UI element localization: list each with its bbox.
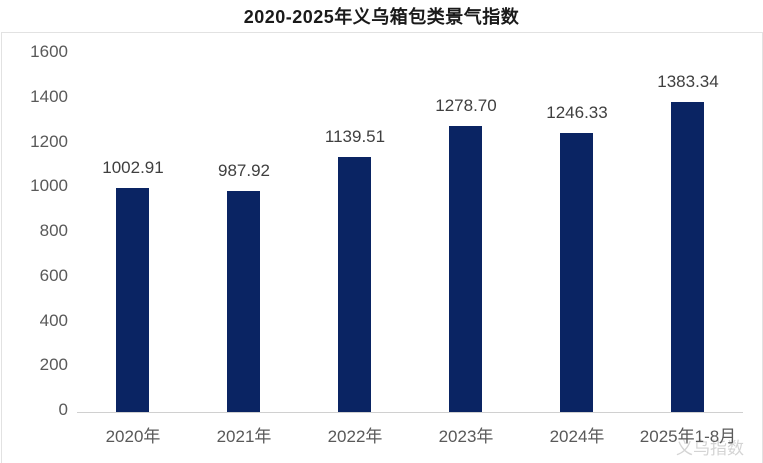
y-axis-tick-label: 400 (39, 310, 68, 330)
bar-value-label: 1278.70 (435, 96, 497, 115)
bar-value-label: 1139.51 (324, 127, 386, 146)
bar-2024年 (560, 133, 593, 412)
bar-2021年 (227, 191, 260, 412)
x-axis-tick-label: 2022年 (327, 427, 383, 446)
bar-value-label: 1002.91 (102, 158, 164, 177)
y-axis-tick-label: 800 (39, 221, 68, 240)
chart-title: 2020-2025年义乌箱包类景气指数 (243, 7, 520, 27)
bar-2025年1-8月 (671, 102, 704, 412)
bar-value-label: 987.92 (218, 161, 270, 180)
y-axis-tick-label: 200 (39, 355, 68, 375)
watermark: 义乌指数 (676, 439, 744, 458)
x-axis-tick-label: 2025年1-8月 (639, 427, 737, 446)
y-axis-tick-label: 1400 (30, 86, 68, 106)
x-axis-tick-label: 2024年 (549, 427, 605, 446)
bar-2022年 (338, 157, 371, 412)
x-axis-tick-label: 2021年 (216, 427, 272, 446)
x-axis-line (77, 412, 743, 413)
bar-value-label: 1246.33 (546, 103, 608, 122)
bar-value-label: 1383.34 (657, 72, 719, 91)
x-axis-tick-label: 2020年 (105, 427, 161, 446)
y-axis-tick-label: 0 (58, 400, 68, 419)
y-axis-tick-label: 1200 (30, 131, 68, 151)
bar-2023年 (449, 126, 482, 412)
x-axis-tick-label: 2023年 (438, 427, 494, 446)
y-axis-tick-label: 600 (39, 265, 68, 285)
bar-2020年 (116, 188, 149, 412)
y-axis-tick-label: 1000 (30, 176, 68, 196)
y-axis-tick-label: 1600 (30, 42, 68, 61)
